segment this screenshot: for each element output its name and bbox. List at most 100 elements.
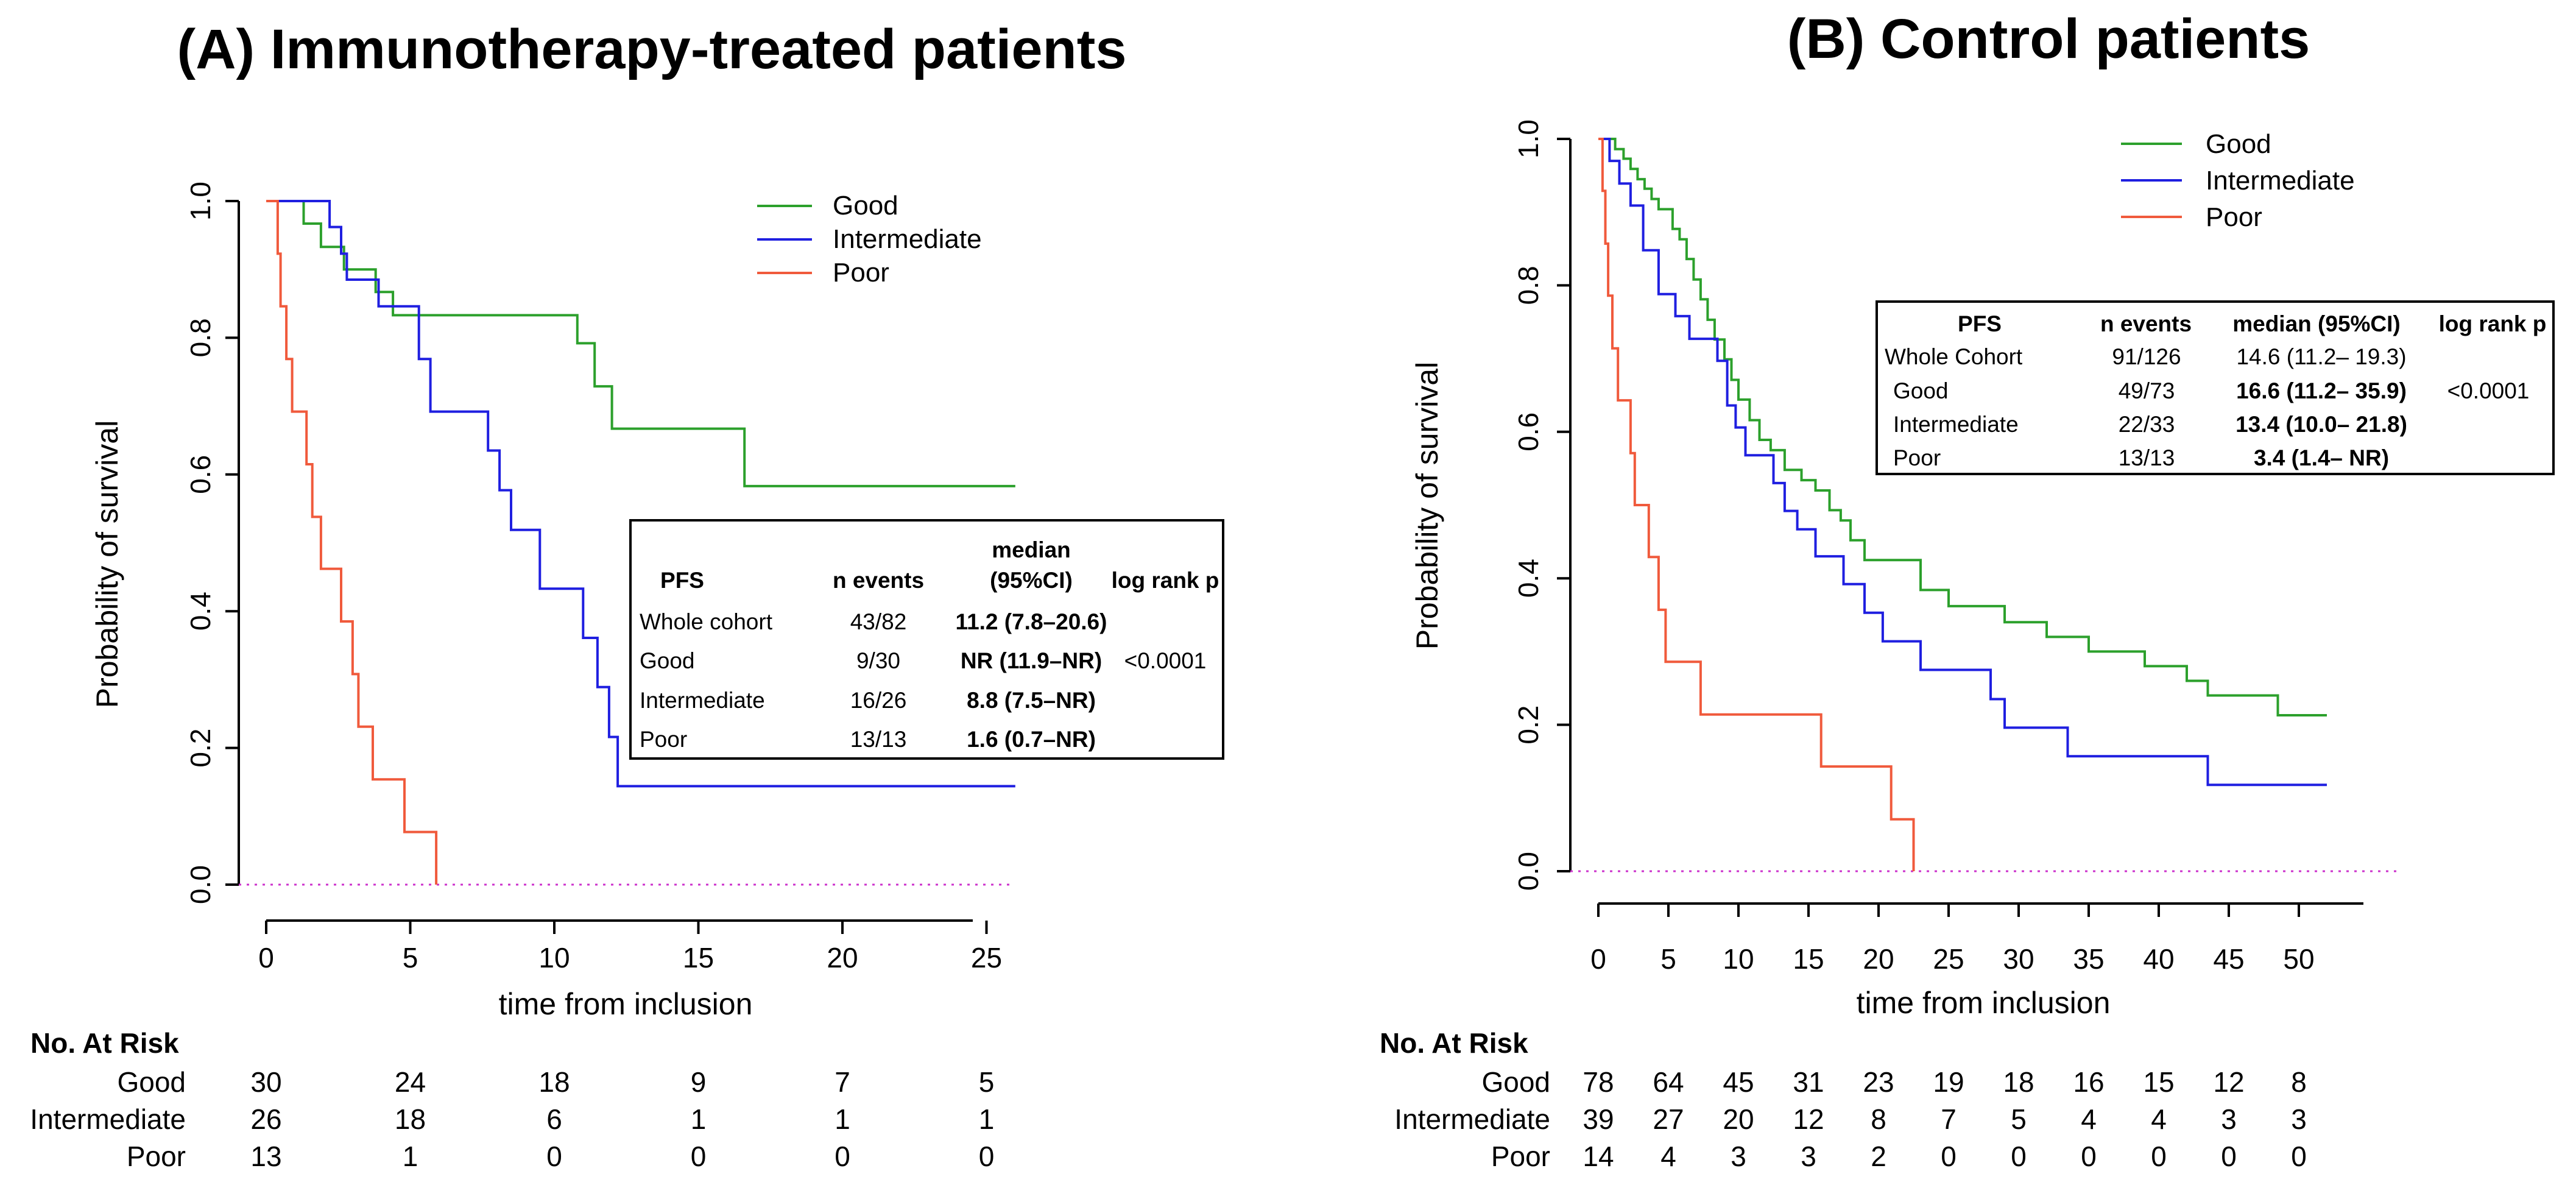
at-risk-value: 3 (1731, 1141, 1746, 1172)
at-risk-value: 1 (403, 1141, 418, 1172)
x-tick-label: 10 (1723, 943, 1754, 975)
panel-b-curves (1598, 138, 2327, 871)
y-tick-label: 0.6 (185, 455, 216, 494)
table-header-median-2: (95%CI) (990, 568, 1073, 593)
legend-poor-label: Poor (833, 258, 889, 288)
panel-a-legend: Good Intermediate Poor (757, 191, 982, 288)
legend-good-label: Good (2206, 129, 2271, 159)
table-row-median: 3.4 (1.4– NR) (2254, 445, 2389, 470)
at-risk-value: 64 (1653, 1066, 1684, 1098)
table-header-n-events: n events (833, 568, 924, 593)
table-row-label: Poor (640, 727, 687, 752)
at-risk-value: 27 (1653, 1103, 1684, 1135)
panel-b-summary-table: PFS n events median (95%CI) log rank p W… (1876, 300, 2555, 475)
at-risk-value: 9 (691, 1066, 707, 1098)
at-risk-heading: No. At Risk (30, 1027, 179, 1059)
table-row-events: 13/13 (2119, 445, 2175, 470)
x-tick-label: 45 (2213, 943, 2244, 975)
panel-b-y-axis: 0.0 0.2 0.4 0.6 0.8 1.0 (1512, 119, 1572, 891)
at-risk-value: 0 (2221, 1141, 2237, 1172)
at-risk-value: 4 (1660, 1141, 1676, 1172)
at-risk-group-label: Poor (127, 1141, 186, 1172)
panel-b-title: (B) Control patients (1787, 8, 2310, 70)
at-risk-value: 16 (2073, 1066, 2104, 1098)
panel-b-table-box (1876, 300, 2555, 475)
panel-b-ylabel: Probability of survival (1410, 362, 1444, 649)
panel-b-legend: Good Intermediate Poor (2121, 129, 2355, 232)
panel-a-at-risk: No. At Risk Good Intermediate Poor 30 24 1… (30, 1027, 994, 1172)
at-risk-value: 0 (979, 1141, 995, 1172)
at-risk-group-label: Good (1481, 1066, 1550, 1098)
survival-curve-good (1598, 138, 2327, 716)
x-tick-label: 30 (2003, 943, 2034, 975)
at-risk-value: 5 (2011, 1103, 2027, 1135)
panel-a-xlabel: time from inclusion (499, 987, 753, 1021)
x-tick-label: 10 (538, 942, 570, 974)
at-risk-value: 19 (1933, 1066, 1964, 1098)
panel-b: (B) Control patients 0.00.20.40.60.81.0 … (1380, 8, 2555, 1172)
at-risk-value: 4 (2081, 1103, 2097, 1135)
at-risk-value: 31 (1793, 1066, 1824, 1098)
table-row-median: 13.4 (10.0– 21.8) (2235, 412, 2407, 437)
at-risk-value: 18 (2003, 1066, 2034, 1098)
at-risk-group-label: Poor (1491, 1141, 1550, 1172)
panel-b-at-risk: No. At Risk Good Intermediate Poor 78 64 4… (1380, 1027, 2307, 1172)
table-header-pfs: PFS (660, 568, 704, 593)
x-tick-label: 40 (2143, 943, 2174, 975)
x-tick-label: 0 (1590, 943, 1606, 975)
at-risk-value: 26 (250, 1103, 281, 1135)
at-risk-value: 18 (395, 1103, 426, 1135)
at-risk-value: 18 (538, 1066, 570, 1098)
at-risk-value: 2 (1871, 1141, 1886, 1172)
x-tick-label: 15 (683, 942, 714, 974)
at-risk-value: 3 (2291, 1103, 2307, 1135)
x-tick-label: 20 (1863, 943, 1894, 975)
survival-curve-intermediate (266, 200, 1015, 788)
at-risk-value: 1 (979, 1103, 995, 1135)
table-row-events: 43/82 (850, 609, 907, 634)
x-tick-label: 50 (2283, 943, 2314, 975)
legend-poor-label: Poor (2206, 202, 2262, 232)
y-tick-label: 0.2 (185, 729, 216, 768)
x-tick-label: 5 (403, 942, 418, 974)
legend-intermediate-label: Intermediate (2206, 166, 2355, 196)
table-header-pfs: PFS (1958, 311, 2002, 336)
x-tick-label: 15 (1793, 943, 1824, 975)
table-row-events: 91/126 (2112, 344, 2181, 369)
at-risk-value: 15 (2143, 1066, 2174, 1098)
at-risk-value: 45 (1723, 1066, 1754, 1098)
table-row-label: Good (640, 648, 695, 673)
at-risk-value: 0 (835, 1141, 850, 1172)
at-risk-heading: No. At Risk (1380, 1027, 1528, 1059)
panel-b-x-axis: 0 5 10 15 20 25 30 35 40 45 50 (1590, 902, 2363, 975)
at-risk-value: 20 (1723, 1103, 1754, 1135)
at-risk-value: 0 (691, 1141, 707, 1172)
y-tick-label: 0.8 (1512, 266, 1544, 305)
table-header-log-rank: log rank p (2439, 311, 2547, 336)
at-risk-group-label: Intermediate (30, 1103, 186, 1135)
y-tick-label: 0.4 (185, 592, 216, 631)
table-header-median-1: median (992, 537, 1071, 562)
table-row-events: 9/30 (856, 648, 900, 673)
panel-a-ylabel: Probability of survival (90, 420, 124, 708)
at-risk-value: 0 (2081, 1141, 2097, 1172)
table-header-median: median (95%CI) (2232, 311, 2401, 336)
y-tick-label: 0.0 (185, 865, 216, 904)
y-tick-label: 0.6 (1512, 412, 1544, 451)
at-risk-value: 39 (1583, 1103, 1614, 1135)
at-risk-value: 7 (1941, 1103, 1957, 1135)
x-tick-label: 35 (2073, 943, 2104, 975)
at-risk-value: 3 (1801, 1141, 1816, 1172)
table-row-median: 11.2 (7.8–20.6) (956, 609, 1107, 634)
survival-curve-good (266, 200, 1015, 487)
table-row-label: Whole cohort (640, 609, 773, 634)
at-risk-value: 78 (1583, 1066, 1614, 1098)
x-tick-label: 0 (258, 942, 274, 974)
at-risk-value: 8 (1871, 1103, 1886, 1135)
at-risk-value: 8 (2291, 1066, 2307, 1098)
table-row-label: Intermediate (640, 688, 765, 713)
panel-a-x-axis: 0 5 10 15 20 25 (258, 919, 1002, 974)
table-row-median: 14.6 (11.2– 19.3) (2236, 344, 2406, 369)
at-risk-group-label: Intermediate (1394, 1103, 1550, 1135)
at-risk-value: 12 (2213, 1066, 2244, 1098)
